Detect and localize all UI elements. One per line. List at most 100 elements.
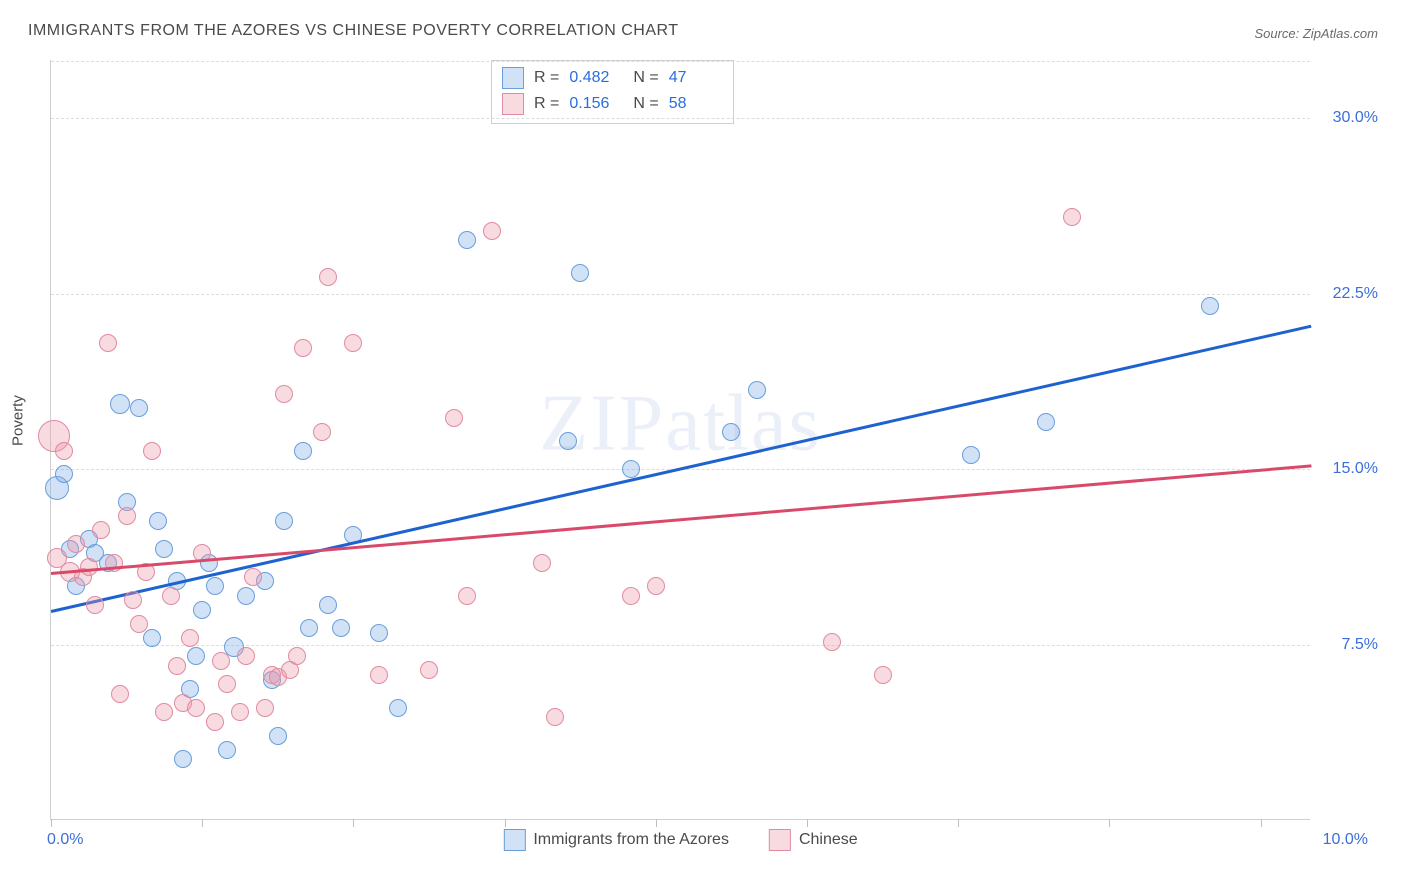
x-tick xyxy=(51,819,52,827)
stats-row-azores: R =0.482N =47 xyxy=(502,65,723,91)
x-tick xyxy=(656,819,657,827)
series-legend: Immigrants from the Azores Chinese xyxy=(503,829,857,851)
trend-line-azores xyxy=(51,324,1312,612)
data-point-azores xyxy=(206,577,224,595)
data-point-azores xyxy=(174,750,192,768)
data-point-azores xyxy=(962,446,980,464)
legend-label-azores: Immigrants from the Azores xyxy=(533,831,729,849)
x-tick xyxy=(958,819,959,827)
x-tick xyxy=(202,819,203,827)
data-point-azores xyxy=(155,540,173,558)
data-point-azores xyxy=(1201,297,1219,315)
r-value-chinese: 0.156 xyxy=(569,95,623,113)
data-point-chinese xyxy=(67,535,85,553)
data-point-chinese xyxy=(130,615,148,633)
stats-legend: R = 0.482 N = 47 R = 0.156 N = 58 xyxy=(491,60,734,124)
plot-area: ZIPatlas R =0.482N =47R =0.156N =58 0.0%… xyxy=(50,60,1310,820)
data-point-azores xyxy=(1037,413,1055,431)
data-point-chinese xyxy=(275,385,293,403)
data-point-chinese xyxy=(86,596,104,614)
data-point-azores xyxy=(389,699,407,717)
data-point-azores xyxy=(218,741,236,759)
data-point-chinese xyxy=(370,666,388,684)
y-tick-label: 7.5% xyxy=(1342,636,1378,654)
data-point-azores xyxy=(237,587,255,605)
data-point-azores xyxy=(269,727,287,745)
data-point-chinese xyxy=(533,554,551,572)
data-point-azores xyxy=(332,619,350,637)
data-point-azores xyxy=(458,231,476,249)
stats-row-chinese: R = 0.156 N = 58 xyxy=(502,91,723,117)
data-point-azores xyxy=(149,512,167,530)
data-point-chinese xyxy=(187,699,205,717)
legend-swatch-azores xyxy=(503,829,525,851)
data-point-chinese xyxy=(647,577,665,595)
data-point-chinese xyxy=(483,222,501,240)
data-point-chinese xyxy=(874,666,892,684)
data-point-azores xyxy=(193,601,211,619)
data-point-chinese xyxy=(244,568,262,586)
data-point-azores xyxy=(748,381,766,399)
data-point-chinese xyxy=(256,699,274,717)
data-point-chinese xyxy=(212,652,230,670)
data-point-chinese xyxy=(99,334,117,352)
legend-label-chinese: Chinese xyxy=(799,831,858,849)
data-point-chinese xyxy=(124,591,142,609)
legend-item-azores: Immigrants from the Azores xyxy=(503,829,729,851)
data-point-chinese xyxy=(92,521,110,539)
x-axis-max-label: 10.0% xyxy=(1323,831,1368,849)
data-point-chinese xyxy=(546,708,564,726)
data-point-chinese xyxy=(288,647,306,665)
n-value-azores: 47 xyxy=(669,69,723,87)
x-tick xyxy=(807,819,808,827)
chart-title: IMMIGRANTS FROM THE AZORES VS CHINESE PO… xyxy=(28,22,679,40)
y-tick-label: 22.5% xyxy=(1333,285,1378,303)
source-label: Source: xyxy=(1254,26,1302,41)
data-point-chinese xyxy=(313,423,331,441)
data-point-azores xyxy=(275,512,293,530)
x-tick xyxy=(353,819,354,827)
data-point-chinese xyxy=(143,442,161,460)
data-point-azores xyxy=(55,465,73,483)
legend-swatch-chinese xyxy=(769,829,791,851)
y-tick-label: 30.0% xyxy=(1333,109,1378,127)
data-point-azores xyxy=(319,596,337,614)
gridline xyxy=(51,118,1310,119)
y-tick-label: 15.0% xyxy=(1333,460,1378,478)
legend-swatch-chinese xyxy=(502,93,524,115)
data-point-azores xyxy=(370,624,388,642)
data-point-chinese xyxy=(118,507,136,525)
x-tick xyxy=(505,819,506,827)
n-value-chinese: 58 xyxy=(669,95,723,113)
data-point-chinese xyxy=(445,409,463,427)
data-point-chinese xyxy=(294,339,312,357)
data-point-azores xyxy=(110,394,130,414)
source-value: ZipAtlas.com xyxy=(1303,26,1378,41)
data-point-chinese xyxy=(55,442,73,460)
r-label: R = xyxy=(534,95,559,113)
y-axis-title: Poverty xyxy=(10,395,27,446)
watermark: ZIPatlas xyxy=(539,379,822,470)
data-point-azores xyxy=(143,629,161,647)
data-point-chinese xyxy=(206,713,224,731)
chart-source: Source: ZipAtlas.com xyxy=(1254,26,1378,41)
data-point-azores xyxy=(300,619,318,637)
data-point-chinese xyxy=(344,334,362,352)
data-point-azores xyxy=(130,399,148,417)
data-point-chinese xyxy=(218,675,236,693)
legend-item-chinese: Chinese xyxy=(769,829,858,851)
r-label: R = xyxy=(534,69,559,87)
data-point-chinese xyxy=(458,587,476,605)
data-point-chinese xyxy=(181,629,199,647)
r-value-azores: 0.482 xyxy=(569,69,623,87)
x-tick xyxy=(1109,819,1110,827)
n-label: N = xyxy=(633,95,658,113)
data-point-azores xyxy=(187,647,205,665)
data-point-chinese xyxy=(168,657,186,675)
data-point-chinese xyxy=(420,661,438,679)
data-point-azores xyxy=(571,264,589,282)
data-point-chinese xyxy=(111,685,129,703)
data-point-azores xyxy=(559,432,577,450)
gridline xyxy=(51,294,1310,295)
data-point-chinese xyxy=(231,703,249,721)
